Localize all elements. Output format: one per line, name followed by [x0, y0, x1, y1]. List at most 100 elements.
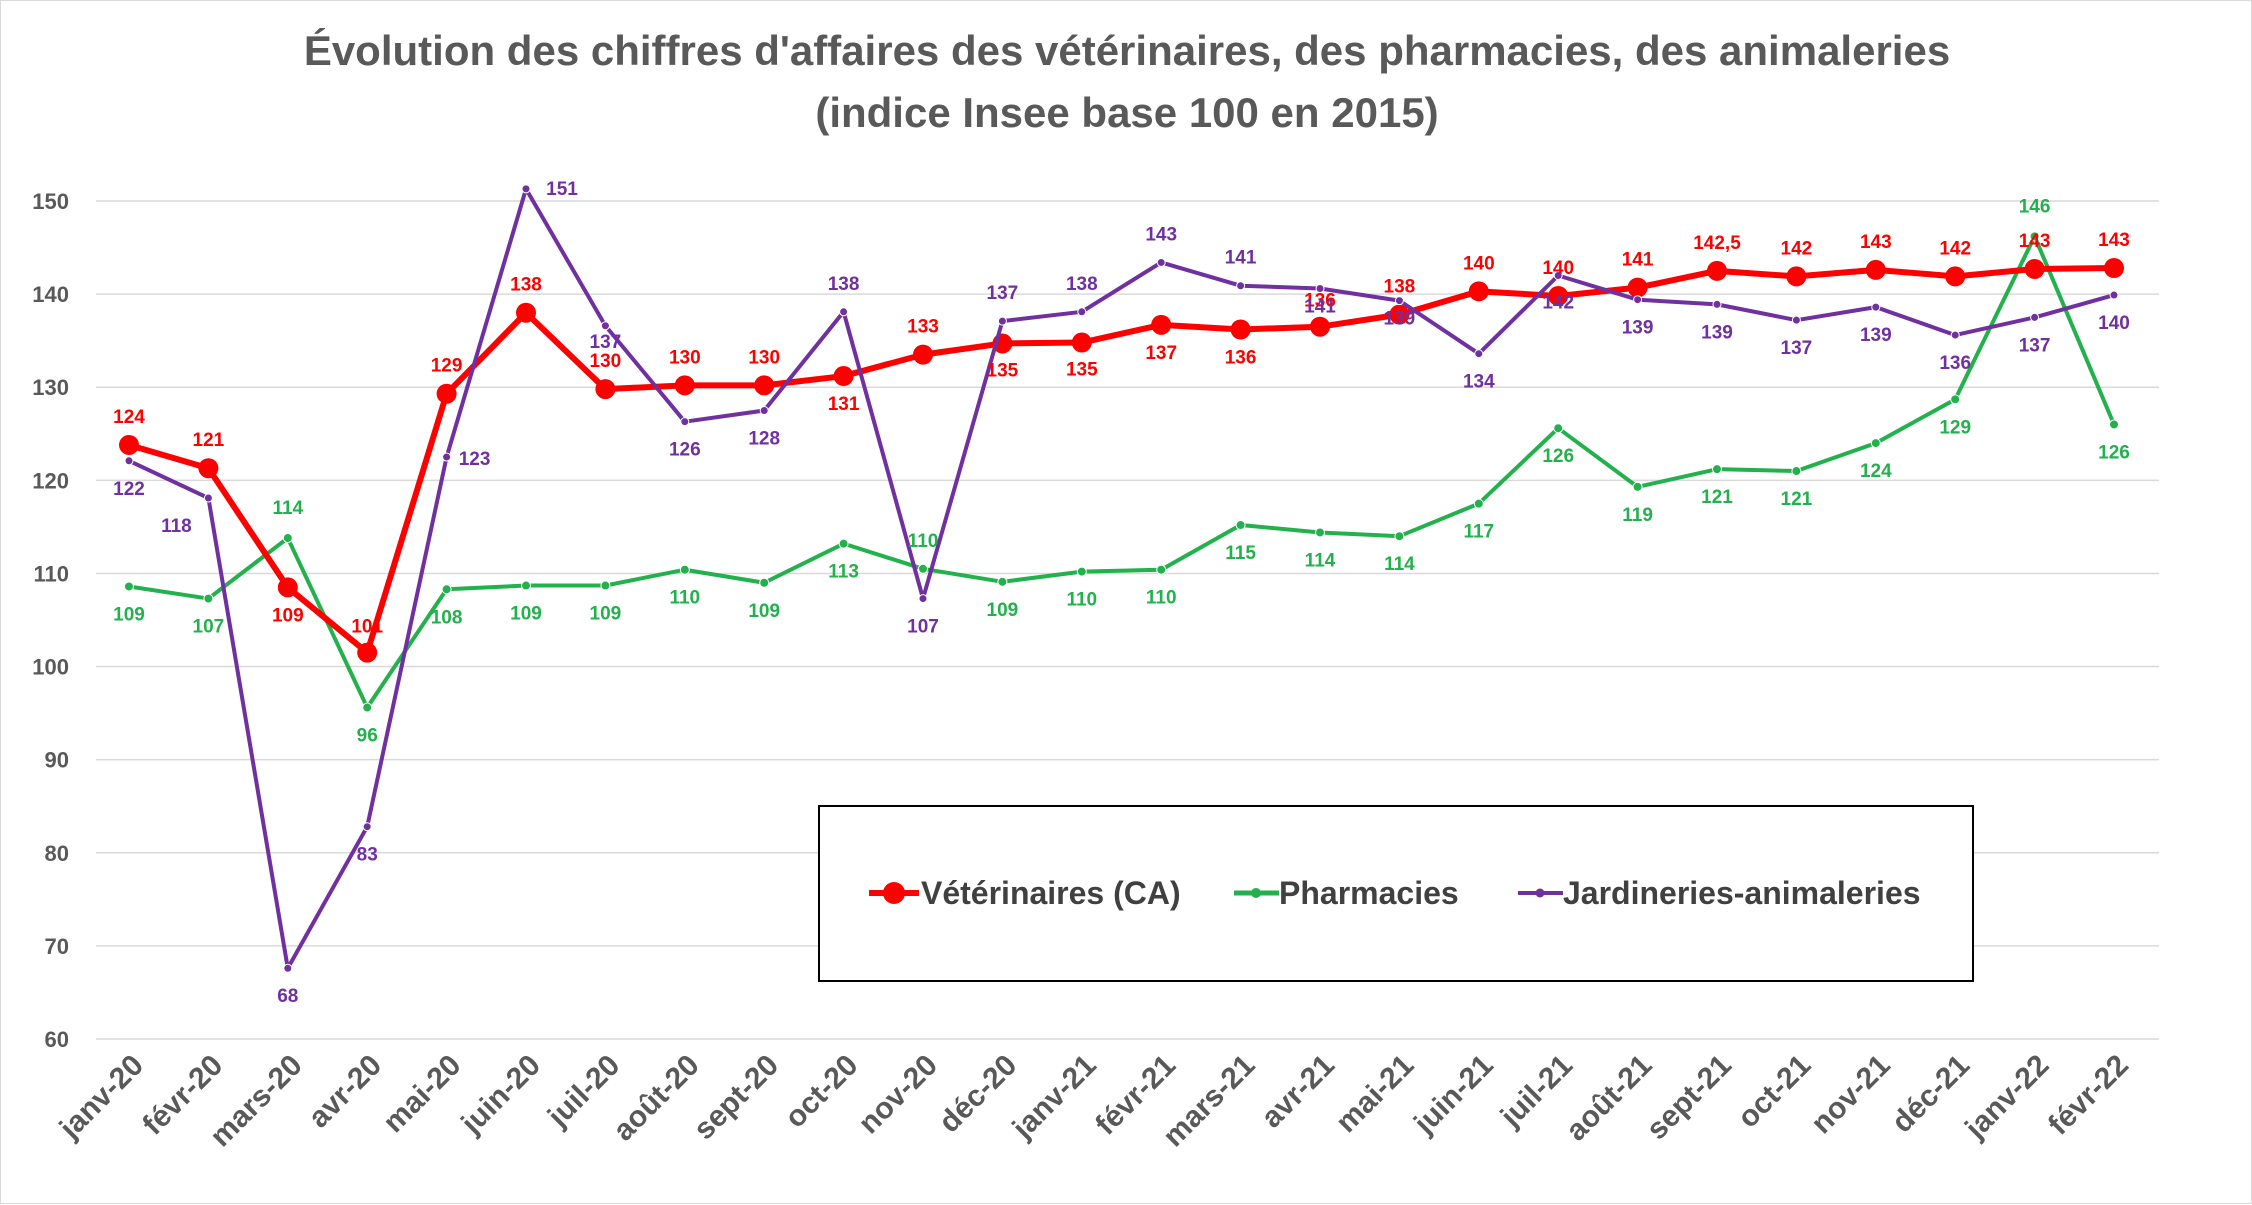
data-label: 143: [2098, 230, 2130, 251]
data-label: 110: [1066, 590, 1097, 611]
data-point: [680, 417, 690, 427]
data-label: 109: [510, 604, 542, 625]
data-point: [1707, 260, 1727, 281]
data-label: 109: [590, 604, 622, 625]
data-point: [436, 383, 457, 404]
data-label: 124: [1860, 461, 1892, 482]
x-tick-label: janv-21: [1006, 1049, 1103, 1146]
data-label: 141: [1622, 250, 1654, 271]
data-point: [283, 963, 293, 973]
data-point: [203, 493, 213, 503]
legend-item-pharmacies: Pharmacies: [1234, 875, 1459, 911]
legend: Vétérinaires (CA) Pharmacies Jardineries…: [818, 805, 1974, 982]
data-point: [600, 321, 610, 331]
y-tick-label: 130: [32, 375, 69, 400]
data-label: 143: [2019, 231, 2051, 252]
legend-item-jardineries: Jardineries-animaleries: [1518, 875, 1921, 911]
data-point: [595, 379, 616, 400]
y-tick-label: 70: [45, 934, 69, 959]
data-label: 110: [669, 588, 700, 609]
x-tick-label: oct-21: [1732, 1049, 1818, 1135]
x-tick-label: août-20: [607, 1049, 706, 1148]
data-point: [2030, 312, 2040, 322]
data-label: 128: [748, 429, 780, 450]
data-label: 126: [1542, 446, 1574, 467]
data-label: 146: [2019, 196, 2051, 217]
data-label: 130: [748, 347, 780, 368]
data-point: [521, 184, 531, 194]
data-point: [997, 576, 1008, 587]
data-label: 135: [1066, 360, 1098, 381]
series-line: [127, 186, 2116, 971]
data-label: 115: [1225, 543, 1256, 564]
y-tick-label: 120: [32, 468, 69, 493]
series-line: [127, 234, 2116, 710]
data-point: [119, 434, 139, 455]
data-label: 139: [1384, 309, 1416, 330]
data-label: 130: [590, 351, 622, 372]
data-point: [759, 406, 769, 415]
data-label: 122: [113, 479, 145, 500]
data-point: [2109, 419, 2119, 430]
data-label: 133: [907, 317, 939, 338]
data-point: [1389, 304, 1410, 325]
series-0: [119, 258, 2124, 663]
chart-title-group: Évolution des chiffres d'affaires des vé…: [304, 27, 1950, 136]
y-tick-label: 150: [32, 189, 69, 214]
data-point: [1394, 531, 1405, 542]
data-point: [203, 593, 214, 604]
data-label: 129: [431, 356, 463, 377]
data-point: [1394, 296, 1404, 306]
data-point: [441, 584, 452, 595]
data-label: 141: [1225, 248, 1257, 269]
data-label: 131: [828, 394, 860, 415]
data-point: [1627, 277, 1648, 298]
data-label: 123: [459, 449, 491, 470]
legend-label-veterinaires: Vétérinaires (CA): [921, 875, 1181, 911]
data-label: 151: [546, 179, 578, 200]
legend-label-pharmacies: Pharmacies: [1279, 875, 1459, 911]
data-point: [2109, 290, 2119, 300]
data-point: [1235, 520, 1246, 531]
x-tick-label: nov-20: [852, 1049, 944, 1141]
data-point: [997, 316, 1007, 326]
data-point: [1077, 307, 1087, 317]
legend-label-jardineries: Jardineries-animaleries: [1563, 875, 1921, 911]
data-point: [1791, 315, 1801, 325]
x-tick-label: sept-20: [688, 1049, 786, 1147]
data-label: 114: [272, 498, 303, 519]
y-tick-label: 100: [32, 655, 69, 680]
data-label: 137: [2019, 335, 2051, 356]
data-point: [1156, 564, 1167, 575]
legend-box: [818, 805, 1974, 982]
data-label: 137: [1145, 343, 1177, 364]
data-label: 109: [113, 604, 145, 625]
data-label: 109: [987, 600, 1019, 621]
data-point: [674, 375, 695, 396]
data-point: [754, 375, 775, 396]
data-point: [833, 366, 854, 387]
data-point: [600, 580, 611, 591]
y-axis-ticks: 60 70 80 90 100 110 120 130 140 150: [32, 189, 69, 1052]
data-point: [2029, 231, 2040, 242]
data-point: [1468, 281, 1489, 302]
data-point: [1712, 299, 1722, 309]
x-tick-label: mai-21: [1330, 1049, 1421, 1140]
y-tick-label: 140: [32, 282, 69, 307]
data-label: 124: [113, 407, 145, 428]
data-label: 113: [828, 562, 859, 583]
data-label: 134: [1463, 372, 1495, 393]
data-label: 110: [908, 531, 939, 552]
data-point: [1712, 464, 1722, 475]
data-label: 142,5: [1693, 233, 1741, 254]
data-point: [198, 458, 219, 479]
data-label: 136: [1939, 353, 1971, 374]
series-lines: [119, 184, 2124, 973]
data-point: [1230, 319, 1251, 340]
x-axis-ticks: janv-20févr-20mars-20avr-20mai-20juin-20…: [53, 1049, 2135, 1154]
x-tick-label: sept-21: [1640, 1049, 1738, 1147]
data-label: 129: [1939, 417, 1971, 438]
data-label: 119: [1622, 505, 1653, 526]
